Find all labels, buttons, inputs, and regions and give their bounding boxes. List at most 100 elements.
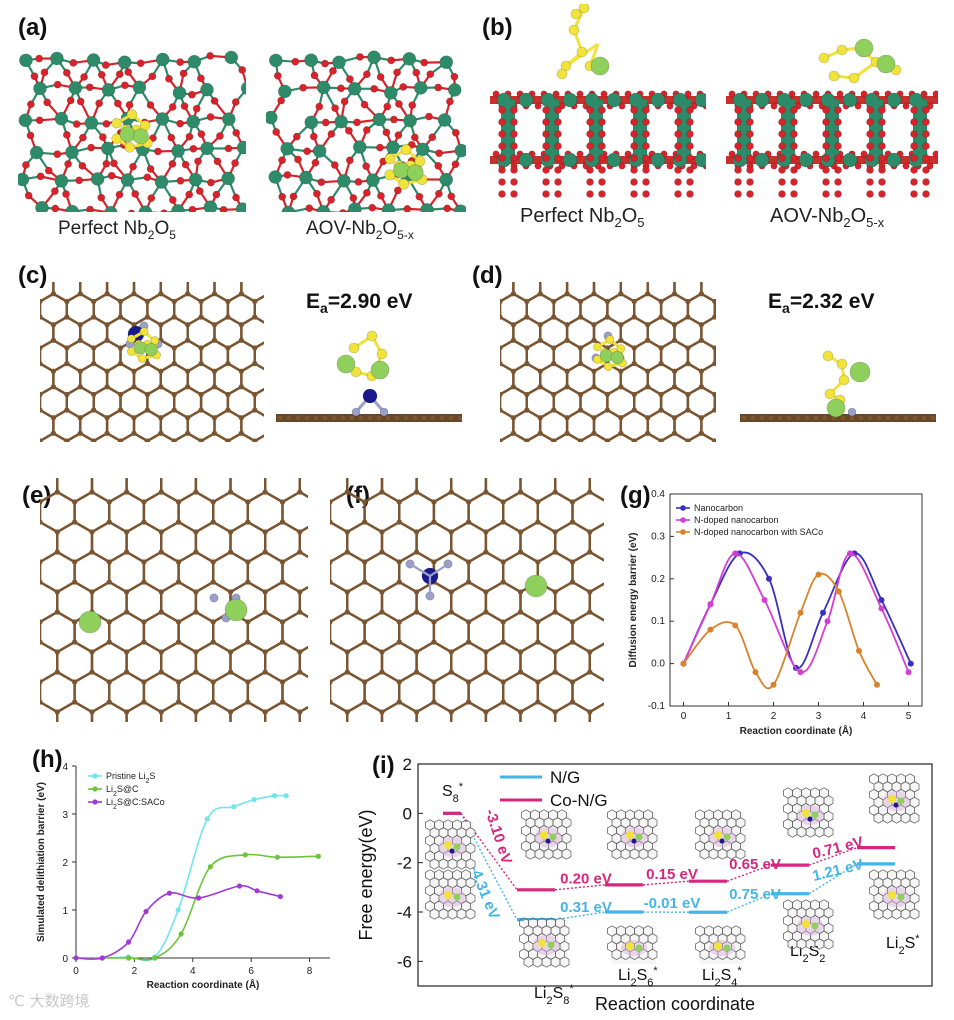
carbon-atom [225, 360, 231, 367]
oxygen-atom [50, 187, 59, 196]
oxygen-atom [113, 99, 122, 108]
carbon-atom [141, 559, 147, 565]
niobium-atom [334, 114, 348, 129]
oxygen-atom [618, 162, 626, 170]
carbon-atom [698, 291, 704, 297]
carbon-atom [330, 559, 333, 565]
oxygen-atom [382, 128, 391, 137]
oxygen-atom [72, 120, 81, 128]
carbon-atom [141, 519, 147, 525]
connector-line [808, 863, 858, 895]
oxygen-atom [340, 97, 349, 106]
carbon-atom [193, 609, 199, 615]
carbon-atom [812, 414, 820, 422]
species-label: Li2S4* [702, 965, 742, 989]
oxygen-atom [79, 133, 87, 142]
thumb-halo [708, 940, 736, 956]
carbon-atom [211, 291, 218, 297]
carbon-atom [54, 549, 60, 555]
carbon-atom [89, 589, 95, 595]
carbon-atom [279, 699, 286, 705]
oxygen-atom [395, 100, 403, 108]
carbon-atom [141, 699, 147, 705]
legend-entry: Nanocarbon [694, 503, 743, 513]
carbon-atom [631, 298, 637, 305]
legend-entry: Pristine Li2S [106, 771, 155, 785]
niobium-atom [29, 145, 44, 160]
species-tail: S [637, 967, 648, 984]
panel-label-a: (a) [18, 14, 48, 41]
carbon-atom [124, 529, 130, 535]
niobium-atom [90, 172, 105, 186]
carbon-atom [712, 360, 716, 367]
legend-marker [92, 799, 98, 805]
oxygen-atom [834, 178, 842, 186]
niobium-atom [415, 142, 430, 157]
carbon-atom [362, 579, 368, 585]
carbon-atom [330, 679, 333, 685]
carbon-atom [517, 489, 524, 495]
carbon-atom [535, 519, 541, 525]
data-point [680, 660, 687, 667]
sulfur-atom [836, 44, 848, 56]
oxygen-atom [146, 165, 155, 173]
thumb-sulfur [540, 831, 548, 839]
oxygen-atom [129, 162, 137, 171]
structure-thumbnail [695, 809, 746, 860]
niobium-atom [18, 172, 30, 187]
sulfur-atom [124, 142, 136, 153]
structure-thumbnail [425, 819, 476, 870]
carbon-atom [144, 407, 150, 413]
oxygen-atom [642, 154, 650, 162]
carbon-atom [252, 407, 258, 413]
carbon-atom [685, 360, 691, 367]
carbon-atom [517, 669, 524, 675]
carbon-atom [564, 337, 570, 343]
c-c-bond [281, 610, 308, 654]
carbon-atom [171, 438, 177, 442]
oxygen-atom [642, 178, 650, 186]
x-tick-label: 5 [906, 711, 912, 722]
carbon-atom [77, 430, 83, 436]
oxygen-atom [181, 160, 190, 169]
carbon-atom [344, 549, 350, 555]
oxygen-atom [510, 142, 518, 150]
oxygen-atom [910, 190, 918, 198]
oxygen-atom [349, 194, 358, 202]
oxygen-atom [206, 113, 215, 121]
carbon-atom [483, 589, 489, 595]
carbon-atom [591, 368, 597, 374]
carbon-atom [414, 649, 420, 655]
data-point [143, 908, 149, 915]
y-tick-label: 2 [62, 858, 68, 869]
carbon-atom [89, 669, 95, 675]
oxygen-atom [770, 102, 778, 110]
carbon-atom [54, 589, 60, 595]
data-point [766, 575, 772, 582]
niobium-atom [518, 92, 534, 108]
carbon-atom [658, 391, 664, 398]
carbon-atom [517, 609, 524, 615]
carbon-atom [483, 529, 489, 535]
carbon-atom [524, 407, 530, 413]
carbon-atom [875, 414, 883, 422]
carbon-atom [227, 709, 234, 715]
y-tick-label: 0.3 [651, 531, 665, 542]
oxygen-atom [344, 126, 353, 135]
carbon-atom [685, 391, 691, 398]
oxygen-atom [866, 154, 874, 162]
oxygen-atom [746, 190, 754, 198]
y-tick-label: -2 [397, 854, 412, 873]
carbon-atom [645, 337, 651, 343]
oxygen-atom [399, 83, 408, 91]
carbon-atom [158, 322, 164, 328]
niobium-atom [402, 52, 417, 66]
oxygen-atom [309, 132, 318, 141]
oxygen-atom [554, 178, 562, 186]
carbon-atom [106, 579, 112, 585]
oxygen-atom [834, 142, 842, 150]
carbon-atom [591, 291, 597, 297]
c-c-bond [346, 478, 384, 504]
carbon-atom [685, 345, 691, 351]
thumb-cobalt [893, 802, 899, 808]
